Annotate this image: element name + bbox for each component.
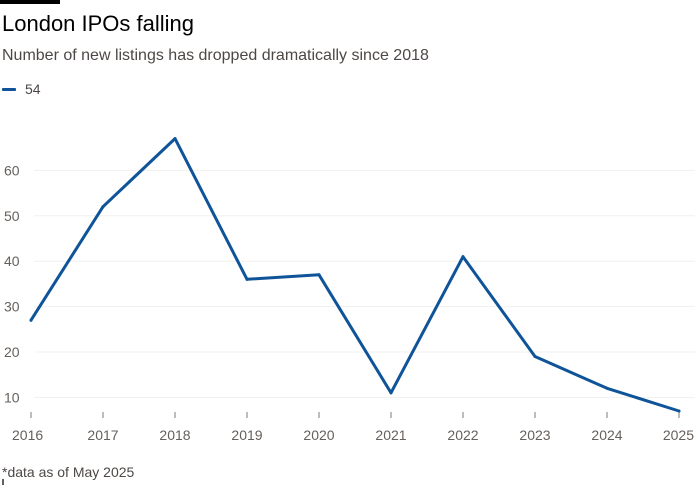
data-point bbox=[173, 137, 177, 141]
x-tick-label: 2018 bbox=[159, 427, 190, 443]
x-tick-label: 2025 bbox=[663, 427, 694, 443]
x-tick-label: 2020 bbox=[303, 427, 334, 443]
data-point bbox=[533, 355, 537, 359]
y-tick-label: 10 bbox=[4, 389, 20, 405]
y-tick-label: 30 bbox=[4, 299, 20, 315]
data-point bbox=[605, 386, 609, 390]
x-tick-label: 2024 bbox=[591, 427, 622, 443]
chart-title: London IPOs falling bbox=[2, 11, 195, 36]
x-tick-label: 2021 bbox=[375, 427, 406, 443]
x-tick-label: 2016 bbox=[12, 427, 43, 443]
y-tick-label: 50 bbox=[4, 208, 20, 224]
x-tick-label: 2017 bbox=[87, 427, 118, 443]
y-axis-ticks: 10 20 30 40 50 60 bbox=[4, 162, 20, 405]
chart-subtitle: Number of new listings has dropped drama… bbox=[2, 47, 429, 64]
brand-bar bbox=[0, 0, 60, 4]
x-tick-label: 2019 bbox=[231, 427, 262, 443]
data-point bbox=[389, 391, 393, 395]
data-point bbox=[317, 273, 321, 277]
legend-swatch bbox=[2, 87, 16, 91]
footnote-mark bbox=[2, 479, 4, 485]
y-tick-label: 40 bbox=[4, 253, 20, 269]
data-point bbox=[461, 255, 465, 259]
data-point bbox=[101, 205, 105, 209]
x-tick-label: 2023 bbox=[519, 427, 550, 443]
series-line bbox=[29, 137, 681, 413]
data-point bbox=[677, 409, 681, 413]
data-point bbox=[245, 277, 249, 281]
series-layer bbox=[29, 137, 681, 413]
gridlines bbox=[34, 169, 695, 398]
footnote: *data as of May 2025 bbox=[2, 464, 135, 480]
x-axis-ticks: 2016 2017 2018 2019 2020 2021 2022 2023 2024 2025 bbox=[12, 412, 694, 443]
data-point bbox=[29, 318, 33, 322]
x-tick-label: 2022 bbox=[447, 427, 478, 443]
legend: 54 bbox=[2, 80, 41, 98]
legend-label: 54 bbox=[25, 81, 41, 97]
y-tick-label: 60 bbox=[4, 162, 20, 178]
y-tick-label: 20 bbox=[4, 344, 20, 360]
